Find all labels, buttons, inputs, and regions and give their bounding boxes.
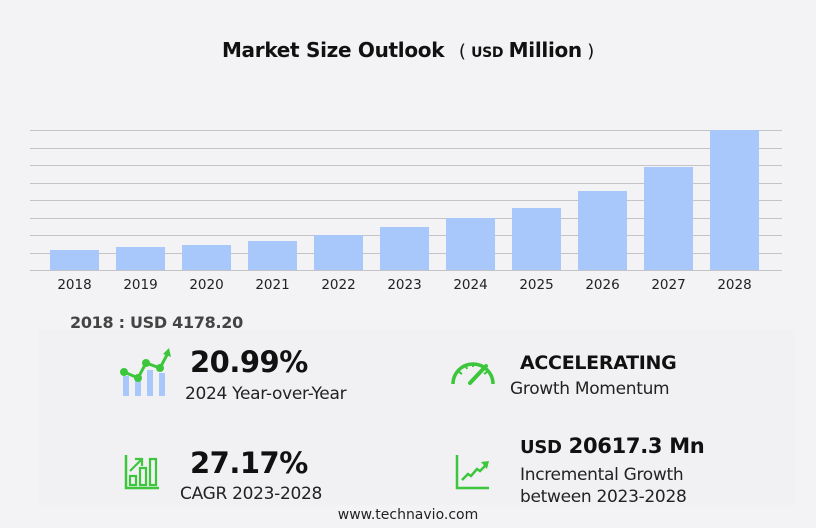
unit-currency: USD [471, 45, 504, 61]
website-link[interactable]: www.technavio.com [337, 507, 479, 523]
speedometer-icon [451, 362, 495, 385]
incremental-value: USD 20617.3 Mn [520, 434, 705, 458]
incremental-currency: USD [520, 437, 562, 458]
gridline [30, 270, 782, 271]
x-axis-label: 2022 [321, 277, 356, 293]
chart-title-text: Market Size Outlook [221, 38, 445, 62]
x-axis-label: 2028 [717, 277, 752, 293]
bar-2018[interactable] [50, 250, 99, 270]
gridline [30, 130, 782, 131]
bar-2022[interactable] [314, 234, 363, 270]
growth-bar-line-icon [120, 348, 171, 396]
x-axis-label: 2023 [387, 277, 422, 293]
incremental-label-line1: Incremental Growth [520, 465, 684, 485]
chart-title: Market Size Outlook ( USD Million ) [0, 38, 816, 62]
bar-chart: 2018 2019 2020 2021 2022 2023 2024 2025 2026 2027… [30, 120, 782, 305]
incremental-amount: 20617.3 Mn [568, 434, 705, 458]
momentum-value: ACCELERATING [520, 352, 677, 374]
bar-2020[interactable] [182, 244, 231, 270]
bar-2027[interactable] [644, 166, 693, 270]
gridline [30, 200, 782, 201]
x-axis-label: 2021 [255, 277, 290, 293]
x-axis-label: 2027 [651, 277, 686, 293]
base-year-value: 2018 : USD 4178.20 [70, 313, 243, 332]
x-axis-label: 2026 [585, 277, 620, 293]
x-axis-label: 2019 [123, 277, 158, 293]
x-axis-label: 2025 [519, 277, 554, 293]
bar-2023[interactable] [380, 226, 429, 270]
x-axis-label: 2024 [453, 277, 488, 293]
trend-line-icon [455, 455, 489, 490]
x-axis-label: 2018 [57, 277, 92, 293]
gridline [30, 182, 782, 184]
bar-2019[interactable] [116, 247, 165, 270]
gridline [30, 165, 782, 166]
bar-2024[interactable] [446, 217, 495, 270]
gridline [30, 147, 782, 149]
bar-2026[interactable] [578, 191, 627, 270]
unit-scale: Million [508, 38, 583, 62]
bar-2028[interactable] [710, 130, 759, 270]
yoy-value: 20.99% [190, 345, 308, 379]
incremental-label-line2: between 2023-2028 [520, 487, 687, 507]
cagr-value: 27.17% [190, 446, 308, 480]
gridline [30, 217, 782, 219]
unit-label: ( USD Million ) [458, 38, 595, 62]
bar-chart-arrow-icon [124, 455, 159, 490]
yoy-label: 2024 Year-over-Year [185, 384, 347, 404]
bar-2021[interactable] [248, 240, 297, 270]
momentum-label: Growth Momentum [510, 379, 670, 399]
bar-2025[interactable] [512, 208, 561, 270]
cagr-label: CAGR 2023-2028 [180, 484, 323, 504]
x-axis-label: 2020 [189, 277, 224, 293]
